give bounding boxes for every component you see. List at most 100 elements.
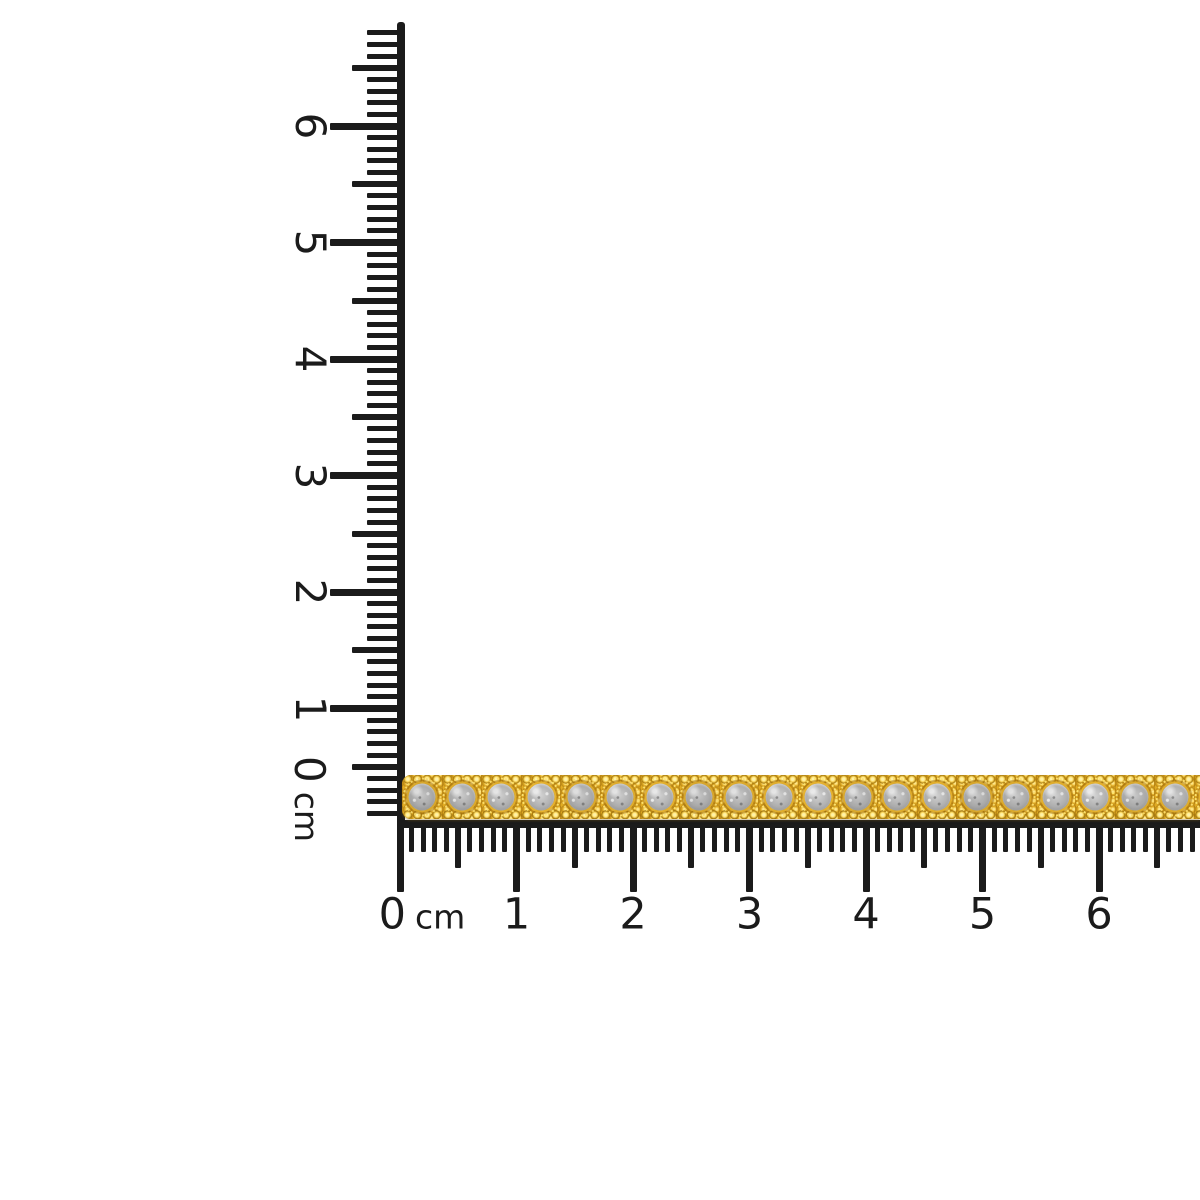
bracelet-link bbox=[1154, 775, 1195, 819]
horizontal-ruler-tick bbox=[490, 824, 496, 852]
vertical-ruler-tick bbox=[330, 705, 399, 712]
horizontal-ruler-tick bbox=[432, 824, 438, 852]
diamond-stone bbox=[917, 777, 957, 817]
horizontal-ruler-tick bbox=[1131, 824, 1137, 852]
horizontal-ruler-tick bbox=[1084, 824, 1090, 852]
vertical-ruler-tick bbox=[367, 100, 399, 106]
bracelet-link bbox=[599, 775, 640, 819]
vertical-ruler-tick bbox=[367, 519, 399, 525]
horizontal-ruler-tick bbox=[910, 824, 916, 852]
vertical-ruler-tick bbox=[367, 263, 399, 269]
horizontal-ruler-tick bbox=[1061, 824, 1067, 852]
horizontal-ruler-tick bbox=[444, 824, 450, 852]
vertical-ruler-tick bbox=[367, 274, 399, 280]
vertical-ruler-tick bbox=[367, 111, 399, 117]
vertical-ruler-zero-digit: 0 bbox=[285, 755, 334, 783]
diamond-stone bbox=[996, 777, 1036, 817]
bracelet-link bbox=[639, 775, 680, 819]
horizontal-ruler-tick bbox=[1037, 824, 1044, 868]
bracelet-link bbox=[441, 775, 482, 819]
vertical-ruler-tick bbox=[352, 763, 399, 770]
diamond-stone bbox=[759, 777, 799, 817]
diamond-stone bbox=[1155, 777, 1195, 817]
horizontal-ruler-tick bbox=[968, 824, 974, 852]
horizontal-ruler-tick bbox=[1049, 824, 1055, 852]
vertical-ruler-number: 5 bbox=[286, 229, 335, 256]
vertical-ruler-tick bbox=[367, 30, 399, 36]
vertical-ruler-tick bbox=[367, 391, 399, 397]
vertical-ruler-tick bbox=[367, 309, 399, 315]
vertical-ruler-tick bbox=[367, 799, 399, 805]
diamond-stone bbox=[719, 777, 759, 817]
vertical-ruler-tick bbox=[367, 41, 399, 47]
horizontal-ruler-tick bbox=[1119, 824, 1125, 852]
horizontal-ruler-tick bbox=[548, 824, 554, 852]
horizontal-ruler-tick bbox=[677, 824, 683, 852]
vertical-ruler-tick bbox=[367, 612, 399, 618]
diamond-stone bbox=[600, 777, 640, 817]
vertical-ruler-tick bbox=[367, 286, 399, 292]
vertical-ruler-tick bbox=[367, 717, 399, 723]
horizontal-ruler-tick bbox=[1026, 824, 1032, 852]
vertical-ruler-tick bbox=[330, 355, 399, 363]
horizontal-ruler-tick bbox=[688, 824, 695, 868]
horizontal-ruler-tick bbox=[467, 824, 473, 852]
diamond-stone bbox=[481, 777, 521, 817]
diamond-stone bbox=[521, 777, 561, 817]
horizontal-ruler-tick bbox=[1154, 824, 1161, 868]
horizontal-ruler-tick bbox=[1003, 824, 1009, 852]
vertical-ruler-tick bbox=[330, 472, 399, 479]
vertical-ruler-tick bbox=[367, 170, 399, 176]
vertical-ruler-tick bbox=[367, 379, 399, 385]
vertical-ruler-tick bbox=[367, 193, 399, 199]
horizontal-ruler-tick bbox=[991, 824, 997, 852]
horizontal-ruler-tick bbox=[1166, 824, 1172, 852]
vertical-ruler-number: 2 bbox=[286, 578, 335, 606]
horizontal-ruler-tick bbox=[770, 824, 776, 852]
horizontal-ruler-tick bbox=[921, 824, 928, 868]
vertical-ruler-tick bbox=[367, 496, 399, 502]
vertical-ruler-tick bbox=[352, 414, 399, 421]
vertical-ruler-tick bbox=[367, 636, 399, 642]
horizontal-ruler-tick bbox=[607, 824, 613, 852]
bracelet-link bbox=[995, 775, 1036, 819]
horizontal-ruler-tick bbox=[583, 824, 589, 852]
horizontal-ruler-tick bbox=[862, 824, 870, 892]
diamond-stone bbox=[402, 777, 442, 817]
vertical-ruler-tick bbox=[367, 507, 399, 513]
vertical-ruler-tick bbox=[352, 181, 399, 188]
diamond-stone bbox=[561, 777, 601, 817]
horizontal-ruler-tick bbox=[746, 824, 753, 892]
vertical-ruler-tick bbox=[367, 694, 399, 700]
vertical-ruler-tick bbox=[367, 344, 399, 350]
diamond-stone bbox=[640, 777, 680, 817]
horizontal-ruler-tick bbox=[758, 824, 764, 852]
vertical-ruler-tick bbox=[367, 682, 399, 688]
horizontal-ruler-tick bbox=[898, 824, 904, 852]
horizontal-ruler-tick bbox=[945, 824, 951, 852]
horizontal-ruler-tick bbox=[618, 824, 624, 852]
bracelet-link bbox=[679, 775, 719, 819]
horizontal-ruler-tick bbox=[1108, 824, 1114, 852]
horizontal-ruler-tick bbox=[1143, 824, 1149, 852]
horizontal-ruler-tick bbox=[629, 824, 637, 892]
vertical-ruler-tick bbox=[352, 647, 399, 654]
bracelet-link bbox=[956, 775, 997, 819]
horizontal-ruler-tick bbox=[525, 824, 531, 852]
vertical-ruler-tick bbox=[367, 205, 399, 211]
horizontal-ruler-tick bbox=[793, 824, 799, 852]
horizontal-ruler-tick bbox=[537, 824, 543, 852]
vertical-ruler-tick bbox=[367, 135, 399, 141]
horizontal-ruler-tick bbox=[1014, 824, 1020, 852]
horizontal-ruler-tick bbox=[840, 824, 846, 852]
bracelet-link bbox=[520, 775, 561, 819]
horizontal-ruler-tick bbox=[1178, 824, 1184, 852]
vertical-ruler-number: 3 bbox=[286, 462, 335, 489]
vertical-ruler-tick bbox=[367, 740, 399, 746]
vertical-ruler-unit-label: cm bbox=[287, 791, 326, 843]
bracelet-link bbox=[560, 775, 601, 819]
horizontal-ruler-tick bbox=[409, 824, 415, 852]
horizontal-ruler-number: 3 bbox=[735, 889, 764, 940]
horizontal-ruler-tick bbox=[781, 824, 787, 852]
vertical-ruler-tick bbox=[367, 810, 399, 816]
